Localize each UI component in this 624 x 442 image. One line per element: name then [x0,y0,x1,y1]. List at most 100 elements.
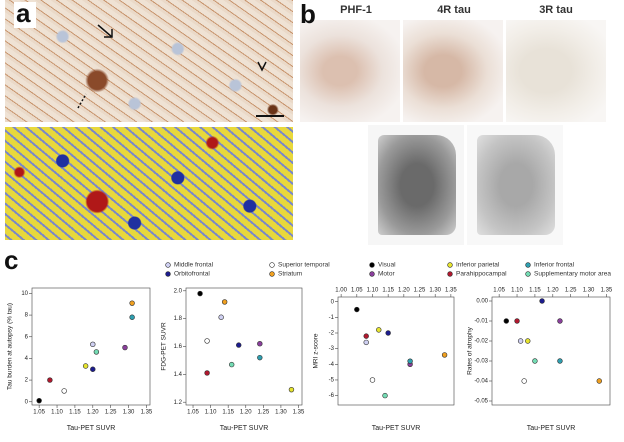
point [228,361,235,368]
point [129,314,135,320]
x-axis-label: Tau-PET SUVR [67,425,116,432]
legend-marker [165,271,171,277]
x-tick-label: 1.35 [293,410,305,416]
point [204,370,210,376]
legend-label: Motor [378,271,395,278]
point [236,342,242,348]
y-tick-label: -0.05 [474,399,488,405]
y-tick-label: -2 [329,331,335,337]
x-tick-label: 1.20 [87,410,99,416]
point [90,366,96,372]
point [539,298,545,304]
x-tick-label: 1.15 [222,410,234,416]
x-tick-label: 1.35 [141,410,153,416]
y-tick-label: -0.03 [474,359,488,365]
tissue-section [300,20,400,122]
point [557,358,563,364]
point [517,338,524,344]
y-tick-label: 1.6 [174,344,183,350]
point [532,358,538,364]
point [221,299,228,305]
y-tick-label: -4 [329,362,335,368]
y-tick-label: 0 [25,399,29,405]
legend-label: Middle frontal [174,262,214,269]
x-tick-label: 1.30 [583,288,595,294]
legend-label: Parahippocampal [456,271,507,278]
legend-marker [447,271,453,277]
point [363,339,369,346]
point [514,318,520,324]
x-tick-label: 1.20 [547,288,559,294]
y-axis-label: Tau burden at autopsy (% tau) [7,303,14,390]
y-tick-label: 0.00 [476,299,488,305]
x-tick-label: 1.05 [351,288,363,294]
legend-marker [369,271,375,277]
x-tick-label: 1.10 [51,410,63,416]
legend-label: Inferior frontal [534,262,575,269]
y-tick-label: 0 [331,299,335,305]
point [82,363,89,369]
point [557,318,563,324]
x-tick-label: 1.25 [414,288,426,294]
legend-label: Orbitofrontal [174,271,210,278]
y-tick-label: 1.4 [174,372,183,378]
autoradiography-image [467,125,563,245]
y-tick-label: 10 [21,291,28,297]
x-tick-label: 1.10 [511,288,523,294]
y-tick-label: 2.0 [174,288,183,294]
x-tick-label: 1.15 [382,288,394,294]
legend-label: Visual [378,262,396,269]
x-tick-label: 1.05 [493,288,505,294]
legend-label: Superior temporal [278,262,330,269]
plot-frame [337,296,455,406]
legend-marker [369,262,375,268]
point [204,338,210,344]
legend-marker [447,262,453,268]
point [257,354,263,361]
arrow [77,93,87,109]
x-tick-label: 1.10 [367,288,379,294]
legend-label: Supplementary motor area [534,271,611,278]
point [376,327,382,333]
y-tick-label: -0.01 [474,319,488,325]
y-tick-label: 6 [25,334,29,340]
y-tick-label: 8 [25,313,29,319]
plot-frame [491,296,611,406]
point [596,378,602,384]
x-tick-label: 1.20 [398,288,410,294]
x-tick-label: 1.15 [69,410,81,416]
y-tick-label: 4 [25,356,29,362]
plot-frame [185,287,303,406]
y-axis-label: FDG-PET SUVR [161,322,168,371]
stain-label: 3R tau [539,4,573,16]
x-tick-label: 1.30 [275,410,287,416]
point [407,358,413,364]
y-axis-label: Rates of atrophy [467,326,474,374]
point [93,349,100,355]
point [36,397,42,404]
point [441,352,448,358]
x-axis-label: Tau-PET SUVR [527,425,576,432]
legend-marker [269,262,275,268]
plot-frame [31,287,151,406]
x-tick-label: 1.30 [429,288,441,294]
point [354,306,360,313]
tissue-section [506,20,606,122]
point [525,338,531,344]
panel-label: a [16,0,31,28]
point [257,341,263,347]
arrow [97,24,113,38]
panel-label: c [4,245,18,275]
tissue-section [403,20,503,122]
legend-label: Striatum [278,271,302,278]
y-tick-label: -5 [329,378,335,384]
point [503,318,510,324]
x-axis-label: Tau-PET SUVR [220,425,269,432]
x-tick-label: 1.05 [187,410,199,416]
x-tick-label: 1.30 [123,410,135,416]
y-tick-label: -0.02 [474,339,488,345]
x-tick-label: 1.35 [601,288,613,294]
y-axis-label: MRI z-score [313,333,320,368]
